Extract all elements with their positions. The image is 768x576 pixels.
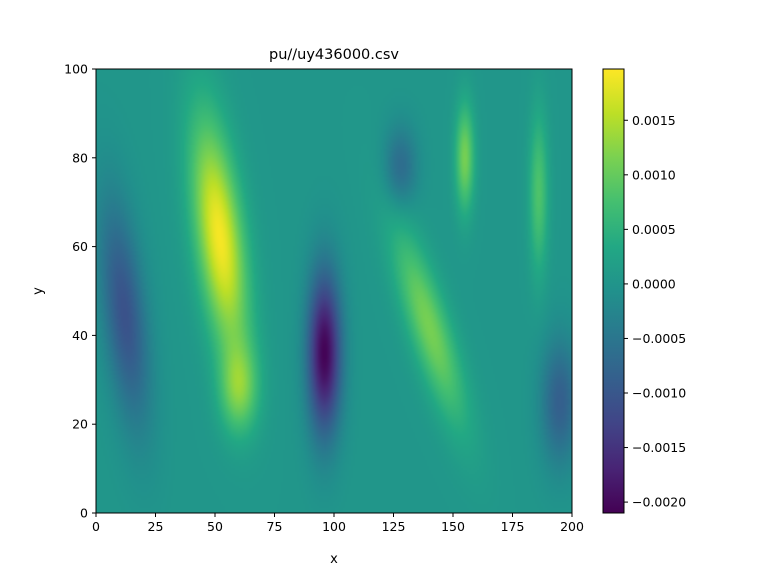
heatmap-plot-area [95, 68, 573, 514]
y-tick-label: 100 [64, 62, 88, 77]
y-axis: 0 20 40 60 80 100 [64, 62, 96, 521]
colorbar-tick-label: −0.0005 [632, 331, 686, 346]
x-tick-label: 200 [560, 519, 584, 534]
colorbar-frame [602, 68, 625, 514]
x-tick-label: 0 [92, 519, 100, 534]
colorbar-tick-label: −0.0010 [632, 386, 686, 401]
colorbar-tick-label: 0.0000 [632, 276, 676, 291]
chart-title: pu//uy436000.csv [269, 47, 399, 63]
colorbar-tick-label: −0.0020 [632, 495, 686, 510]
y-tick-label: 40 [72, 328, 88, 343]
x-axis: 0 25 50 75 100 125 150 175 200 [92, 513, 584, 534]
x-axis-label: x [330, 552, 338, 567]
colorbar-tick-label: 0.0005 [632, 222, 676, 237]
heatmap-image [96, 69, 572, 513]
colorbar-tick-label: −0.0015 [632, 440, 686, 455]
y-tick-label: 80 [72, 150, 88, 165]
y-tick-label: 0 [80, 506, 88, 521]
x-tick-label: 125 [382, 519, 406, 534]
colorbar-ticks: −0.0020 −0.0015 −0.0010 −0.0005 0.0000 0.0005… [624, 113, 686, 510]
y-tick-label: 20 [72, 417, 88, 432]
colorbar-tick-label: 0.0010 [632, 167, 676, 182]
x-tick-label: 150 [441, 519, 465, 534]
y-tick-label: 60 [72, 239, 88, 254]
y-axis-label: y [31, 287, 46, 295]
x-tick-label: 50 [207, 519, 223, 534]
colorbar-tick-label: 0.0015 [632, 113, 676, 128]
x-tick-label: 25 [148, 519, 164, 534]
colorbar-gradient [603, 69, 624, 513]
x-tick-label: 75 [267, 519, 283, 534]
x-tick-label: 175 [501, 519, 525, 534]
colorbar: −0.0020 −0.0015 −0.0010 −0.0005 0.0000 0.0005… [602, 68, 686, 514]
x-tick-label: 100 [322, 519, 346, 534]
